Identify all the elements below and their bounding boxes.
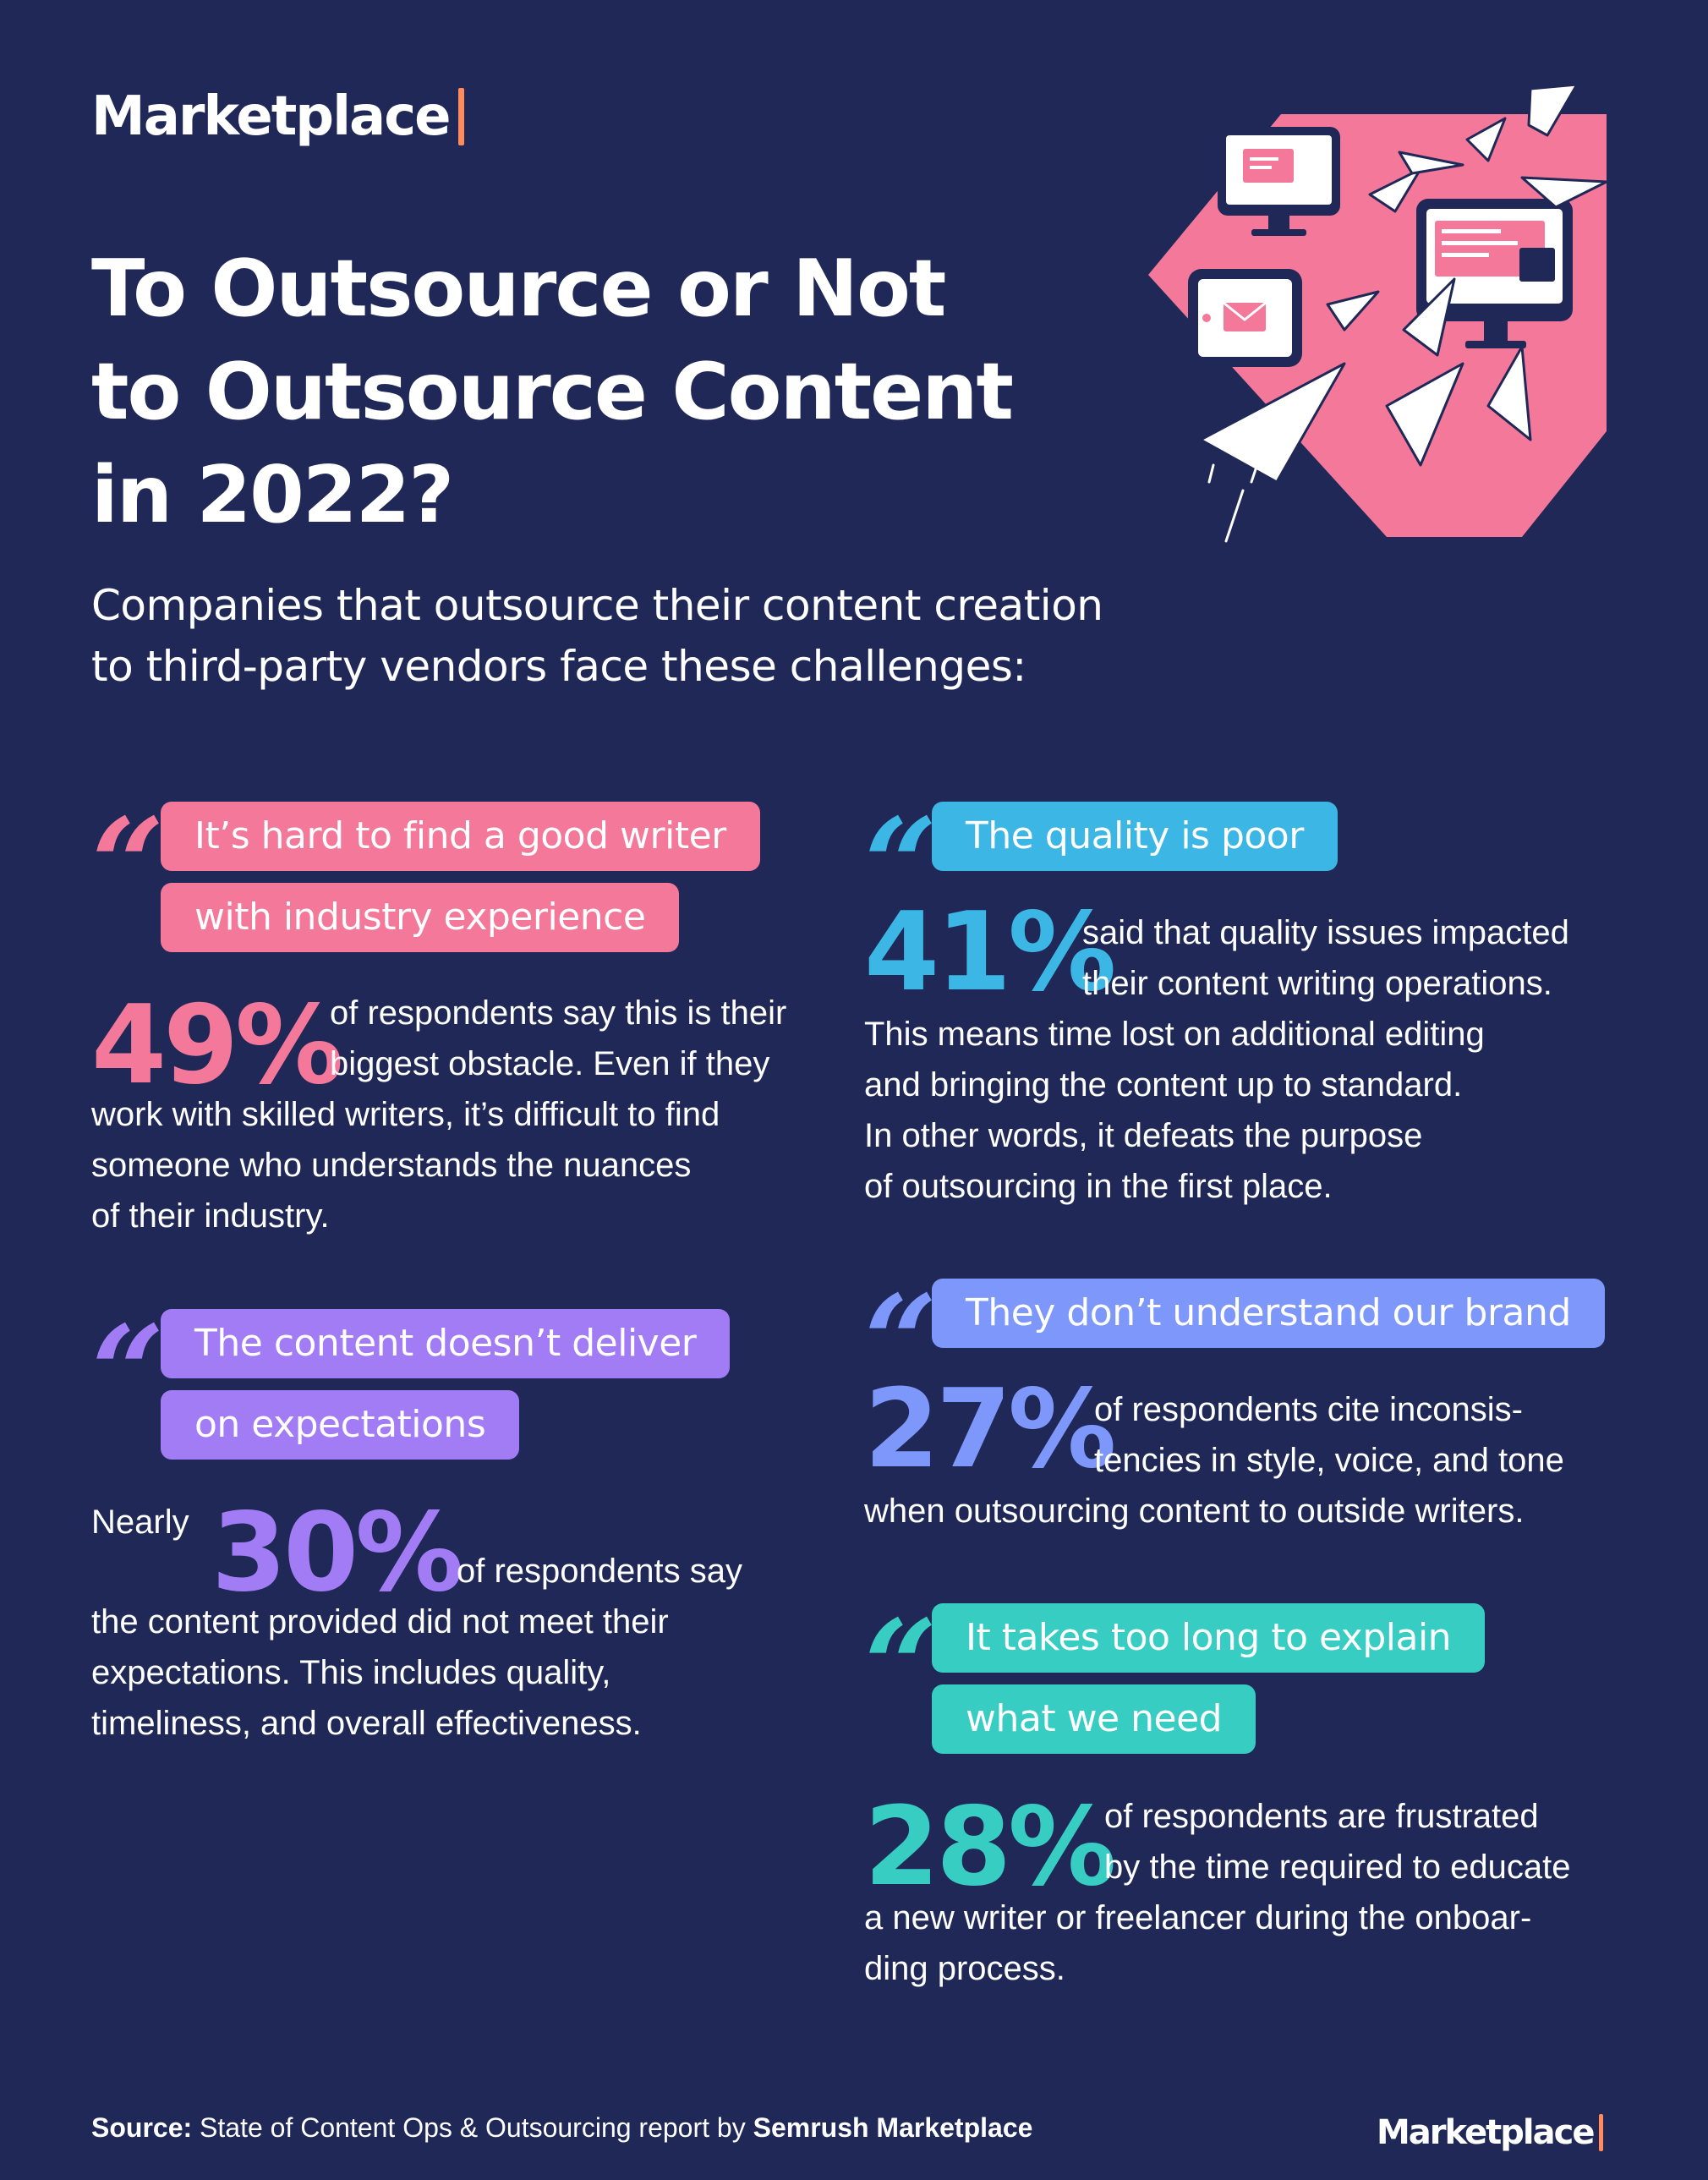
challenge-writer-label: It’s hard to find a good writer with ind… — [161, 802, 760, 952]
text-line: by the time required to educate — [1104, 1849, 1571, 1886]
quote-mark-icon: “ — [91, 791, 165, 939]
text-line: work with skilled writers, it’s difficul… — [91, 1096, 720, 1133]
text-line: of respondents say — [457, 1553, 742, 1590]
challenge-quality-label: The quality is poor — [932, 802, 1338, 871]
challenge-expectations-prefix: Nearly — [91, 1504, 189, 1541]
text-line: This means time lost on additional editi… — [864, 1016, 1485, 1053]
challenge-pill-line: what we need — [932, 1684, 1256, 1754]
challenge-brand-text-side: of respondents cite inconsis- tencies in… — [1094, 1384, 1669, 1486]
text-line: biggest obstacle. Even if they — [330, 1045, 770, 1082]
challenge-expectations-label: The content doesn’t deliver on expectati… — [161, 1309, 731, 1460]
quote-mark-icon: “ — [864, 791, 938, 939]
challenge-brand-stat: 27% — [864, 1367, 1116, 1493]
text-line: ding process. — [864, 1950, 1065, 1987]
text-line: timeliness, and overall effectiveness. — [91, 1705, 642, 1742]
source-footnote: Source: State of Content Ops & Outsourci… — [91, 2112, 1032, 2144]
challenge-writer-text-side: of respondents say this is their biggest… — [330, 988, 939, 1089]
challenge-explain-text-side: of respondents are frustrated by the tim… — [1104, 1791, 1679, 1892]
challenge-pill-line: on expectations — [161, 1390, 520, 1460]
challenge-expectations-text-side: of respondents say — [457, 1546, 930, 1597]
footer-logo-text: Marketplace — [1377, 2113, 1595, 2152]
brand-logo-cursor — [457, 88, 464, 145]
subtitle-line: Companies that outsource their content c… — [91, 581, 1103, 630]
challenge-explain-stat: 28% — [864, 1784, 1116, 1910]
footer-logo-cursor — [1599, 2114, 1604, 2151]
brand-logo: Marketplace — [91, 83, 464, 151]
text-line: and bringing the content up to standard. — [864, 1066, 1463, 1104]
text-line: their content writing operations. — [1082, 965, 1552, 1002]
footer-logo: Marketplace — [1377, 2109, 1604, 2156]
monitor-icon — [1218, 127, 1340, 236]
source-org: Semrush Marketplace — [753, 2112, 1033, 2143]
challenge-explain-label: It takes too long to explain what we nee… — [932, 1603, 1486, 1754]
text-line: someone who understands the nuances — [91, 1147, 692, 1184]
motion-lines — [1207, 455, 1262, 543]
page-title: To Outsource or Not to Outsource Content… — [91, 237, 1106, 546]
source-text: State of Content Ops & Outsourcing repor… — [200, 2112, 746, 2143]
paper-plane-icon — [1199, 85, 1608, 484]
text-line: of outsourcing in the first place. — [864, 1168, 1333, 1205]
text-line: of respondents cite inconsis- — [1094, 1391, 1523, 1428]
subtitle-line: to third-party vendors face these challe… — [91, 642, 1026, 691]
title-line: to Outsource Content — [91, 346, 1014, 437]
text-line: when outsourcing content to outside writ… — [864, 1493, 1525, 1530]
challenge-writer-text: work with skilled writers, it’s difficul… — [91, 1089, 903, 1241]
text-line: tencies in style, voice, and tone — [1094, 1442, 1564, 1479]
brand-logo-text: Marketplace — [91, 85, 452, 148]
text-line: the content provided did not meet their — [91, 1603, 669, 1640]
title-line: in 2022? — [91, 449, 454, 540]
challenge-expectations-stat: 30% — [211, 1490, 463, 1616]
challenge-pill-line: The content doesn’t deliver — [161, 1309, 731, 1378]
envelope-icon — [1223, 301, 1267, 331]
challenge-brand-label: They don’t understand our brand — [932, 1279, 1605, 1348]
challenge-pill-line: It’s hard to find a good writer — [161, 802, 760, 871]
text-line: In other words, it defeats the purpose — [864, 1117, 1423, 1154]
challenge-pill-line: with industry experience — [161, 883, 680, 952]
challenge-expectations-text: the content provided did not meet their … — [91, 1597, 903, 1749]
title-line: To Outsource or Not — [91, 243, 946, 334]
text-line: of respondents say this is their — [330, 994, 787, 1032]
monitor-icon — [1416, 199, 1573, 348]
tablet-icon — [1188, 269, 1302, 367]
challenge-quality-text: This means time lost on additional editi… — [864, 1009, 1659, 1212]
challenge-pill-line: The quality is poor — [932, 802, 1338, 871]
source-label: Source: — [91, 2112, 193, 2143]
page-subtitle: Companies that outsource their content c… — [91, 575, 1233, 697]
challenge-brand-text: when outsourcing content to outside writ… — [864, 1486, 1659, 1536]
challenge-writer-stat: 49% — [91, 983, 343, 1109]
quote-mark-icon: “ — [864, 1592, 938, 1741]
text-line: of their industry. — [91, 1197, 330, 1235]
text-line: said that quality issues impacted — [1082, 914, 1569, 951]
challenge-quality-text-side: said that quality issues impacted their … — [1082, 907, 1657, 1009]
challenge-pill-line: They don’t understand our brand — [932, 1279, 1605, 1348]
outsourcing-illustration — [1148, 85, 1608, 543]
text-line: of respondents are frustrated — [1104, 1798, 1539, 1835]
quote-mark-icon: “ — [91, 1298, 165, 1447]
challenge-explain-text: a new writer or freelancer during the on… — [864, 1892, 1659, 1994]
challenge-pill-line: It takes too long to explain — [932, 1603, 1486, 1673]
text-line: a new writer or freelancer during the on… — [864, 1899, 1532, 1936]
quote-mark-icon: “ — [864, 1268, 938, 1416]
text-line: expectations. This includes quality, — [91, 1654, 611, 1691]
challenge-quality-stat: 41% — [864, 890, 1116, 1016]
